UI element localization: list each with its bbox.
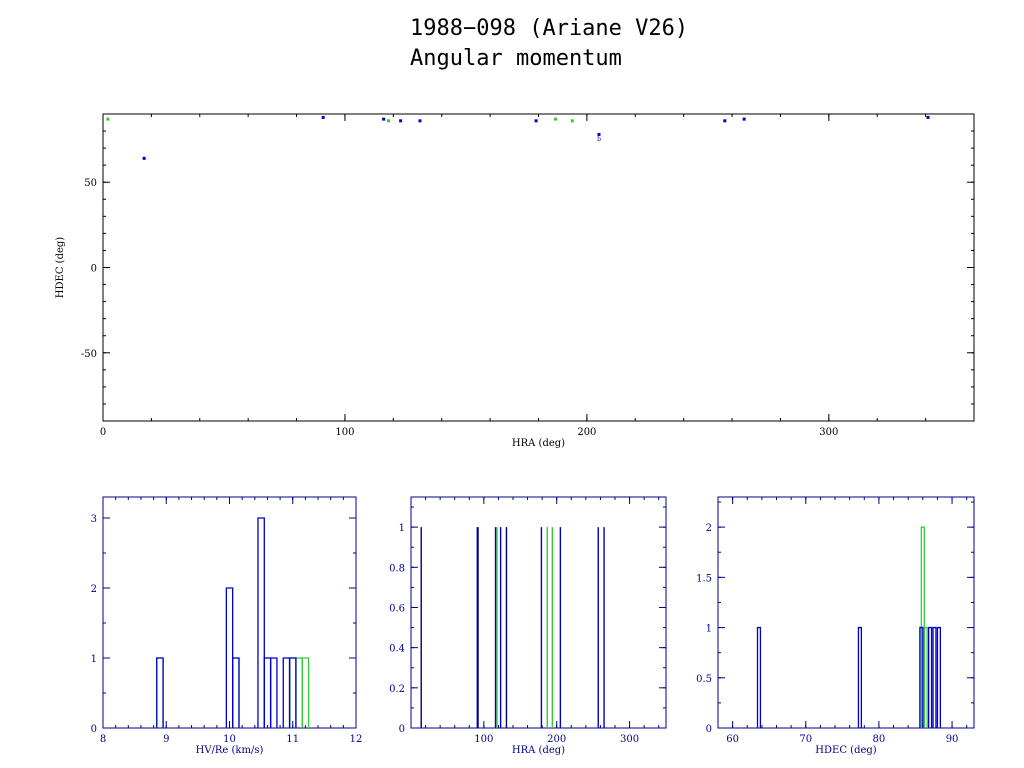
- y-axis-label: HDEC (deg): [55, 237, 66, 298]
- data-point: [534, 119, 538, 123]
- title-block: 1988−098 (Ariane V26) Angular momentum: [410, 14, 810, 74]
- x-tick-label: 60: [726, 734, 739, 745]
- y-tick-label: 2: [91, 584, 97, 595]
- x-axis-label: HDEC (deg): [815, 745, 876, 756]
- x-axis-label: HV/Re (km/s): [196, 745, 264, 756]
- y-tick-label: 0: [91, 724, 97, 735]
- y-tick-label: 0.5: [696, 674, 712, 685]
- histogram-bar: [263, 657, 272, 728]
- x-tick-label: 300: [620, 734, 639, 745]
- histogram-bar: [936, 626, 942, 728]
- x-tick-label: 200: [577, 427, 596, 438]
- y-tick-label: 1: [706, 624, 712, 635]
- data-point: [418, 119, 422, 123]
- plot-frame: [717, 496, 975, 729]
- data-point: [570, 119, 574, 123]
- y-tick-label: 0.8: [389, 563, 405, 574]
- data-point: [399, 119, 403, 123]
- data-point: [742, 117, 746, 121]
- y-tick-label: 1.5: [696, 573, 712, 584]
- histogram-bar: [156, 657, 164, 728]
- chart-title: 1988−098 (Ariane V26): [410, 16, 689, 41]
- histogram-bar: [923, 626, 928, 728]
- histogram-bar: [269, 657, 278, 728]
- data-point: [321, 115, 325, 119]
- plot-frame: [102, 113, 975, 422]
- x-tick-label: 0: [100, 427, 106, 438]
- histogram-bar: [232, 657, 240, 728]
- data-point: [926, 115, 930, 119]
- data-point: [723, 119, 727, 123]
- histogram-bar: [288, 657, 297, 728]
- x-tick-label: 8: [100, 734, 106, 745]
- histogram-bar: [932, 626, 937, 728]
- y-tick-label: -50: [81, 349, 97, 360]
- histogram-bar: [857, 626, 863, 728]
- histogram-bar: [156, 657, 164, 728]
- x-axis-label: HRA (deg): [512, 745, 565, 756]
- point-annotation: b: [597, 136, 601, 143]
- plot-frame: [102, 496, 357, 729]
- data-point: [382, 117, 386, 121]
- histogram-bar: [301, 657, 310, 728]
- histogram-bar: [756, 626, 762, 728]
- plot-frame: [410, 496, 667, 729]
- histogram-bar: [282, 657, 291, 728]
- x-tick-label: 300: [819, 427, 838, 438]
- y-tick-label: 3: [91, 514, 97, 525]
- x-tick-label: 100: [335, 427, 354, 438]
- histogram-bar: [257, 517, 265, 728]
- hra-histogram-panel: 100 200 300 0 0.2 0.4 0.6 0.8 1 HRA (deg): [389, 496, 667, 756]
- x-tick-label: 80: [873, 734, 886, 745]
- histogram-bar: [263, 657, 272, 728]
- data-point: [386, 119, 390, 123]
- x-tick-label: 70: [799, 734, 812, 745]
- chart-subtitle: Angular momentum: [410, 46, 622, 71]
- x-tick-label: 100: [474, 734, 493, 745]
- histogram-bar: [295, 657, 303, 728]
- y-tick-label: 0.4: [389, 644, 405, 655]
- y-tick-label: 0: [399, 724, 405, 735]
- y-tick-label: 0: [91, 264, 97, 275]
- x-tick-label: 11: [286, 734, 299, 745]
- y-tick-label: 2: [706, 523, 712, 534]
- histogram-bar: [919, 626, 924, 728]
- histogram-bar: [232, 657, 240, 728]
- hdec-histogram-panel: 60 70 80 90 0 0.5 1 1.5 2 HDEC (deg): [696, 496, 975, 756]
- y-tick-label: 0: [706, 724, 712, 735]
- x-tick-label: 90: [946, 734, 959, 745]
- y-tick-label: 1: [91, 654, 97, 665]
- scatter-panel: 0 100 200 300 -50 0 50 HRA (deg) HDEC (deg) b: [55, 113, 975, 449]
- x-tick-label: 200: [547, 734, 566, 745]
- histogram-bar: [225, 587, 234, 728]
- y-tick-label: 1: [399, 523, 405, 534]
- data-point: [142, 156, 146, 160]
- x-tick-label: 10: [223, 734, 236, 745]
- y-tick-label: 50: [84, 178, 97, 189]
- histogram-bar: [928, 626, 933, 728]
- data-point: [553, 117, 557, 121]
- y-tick-label: 0.2: [389, 684, 405, 695]
- x-tick-label: 12: [350, 734, 363, 745]
- data-point: [106, 117, 110, 121]
- x-tick-label: 9: [163, 734, 169, 745]
- y-tick-label: 0.6: [389, 603, 405, 614]
- x-axis-label: HRA (deg): [512, 438, 565, 449]
- data-point: [597, 132, 601, 136]
- histogram-bar: [288, 657, 297, 728]
